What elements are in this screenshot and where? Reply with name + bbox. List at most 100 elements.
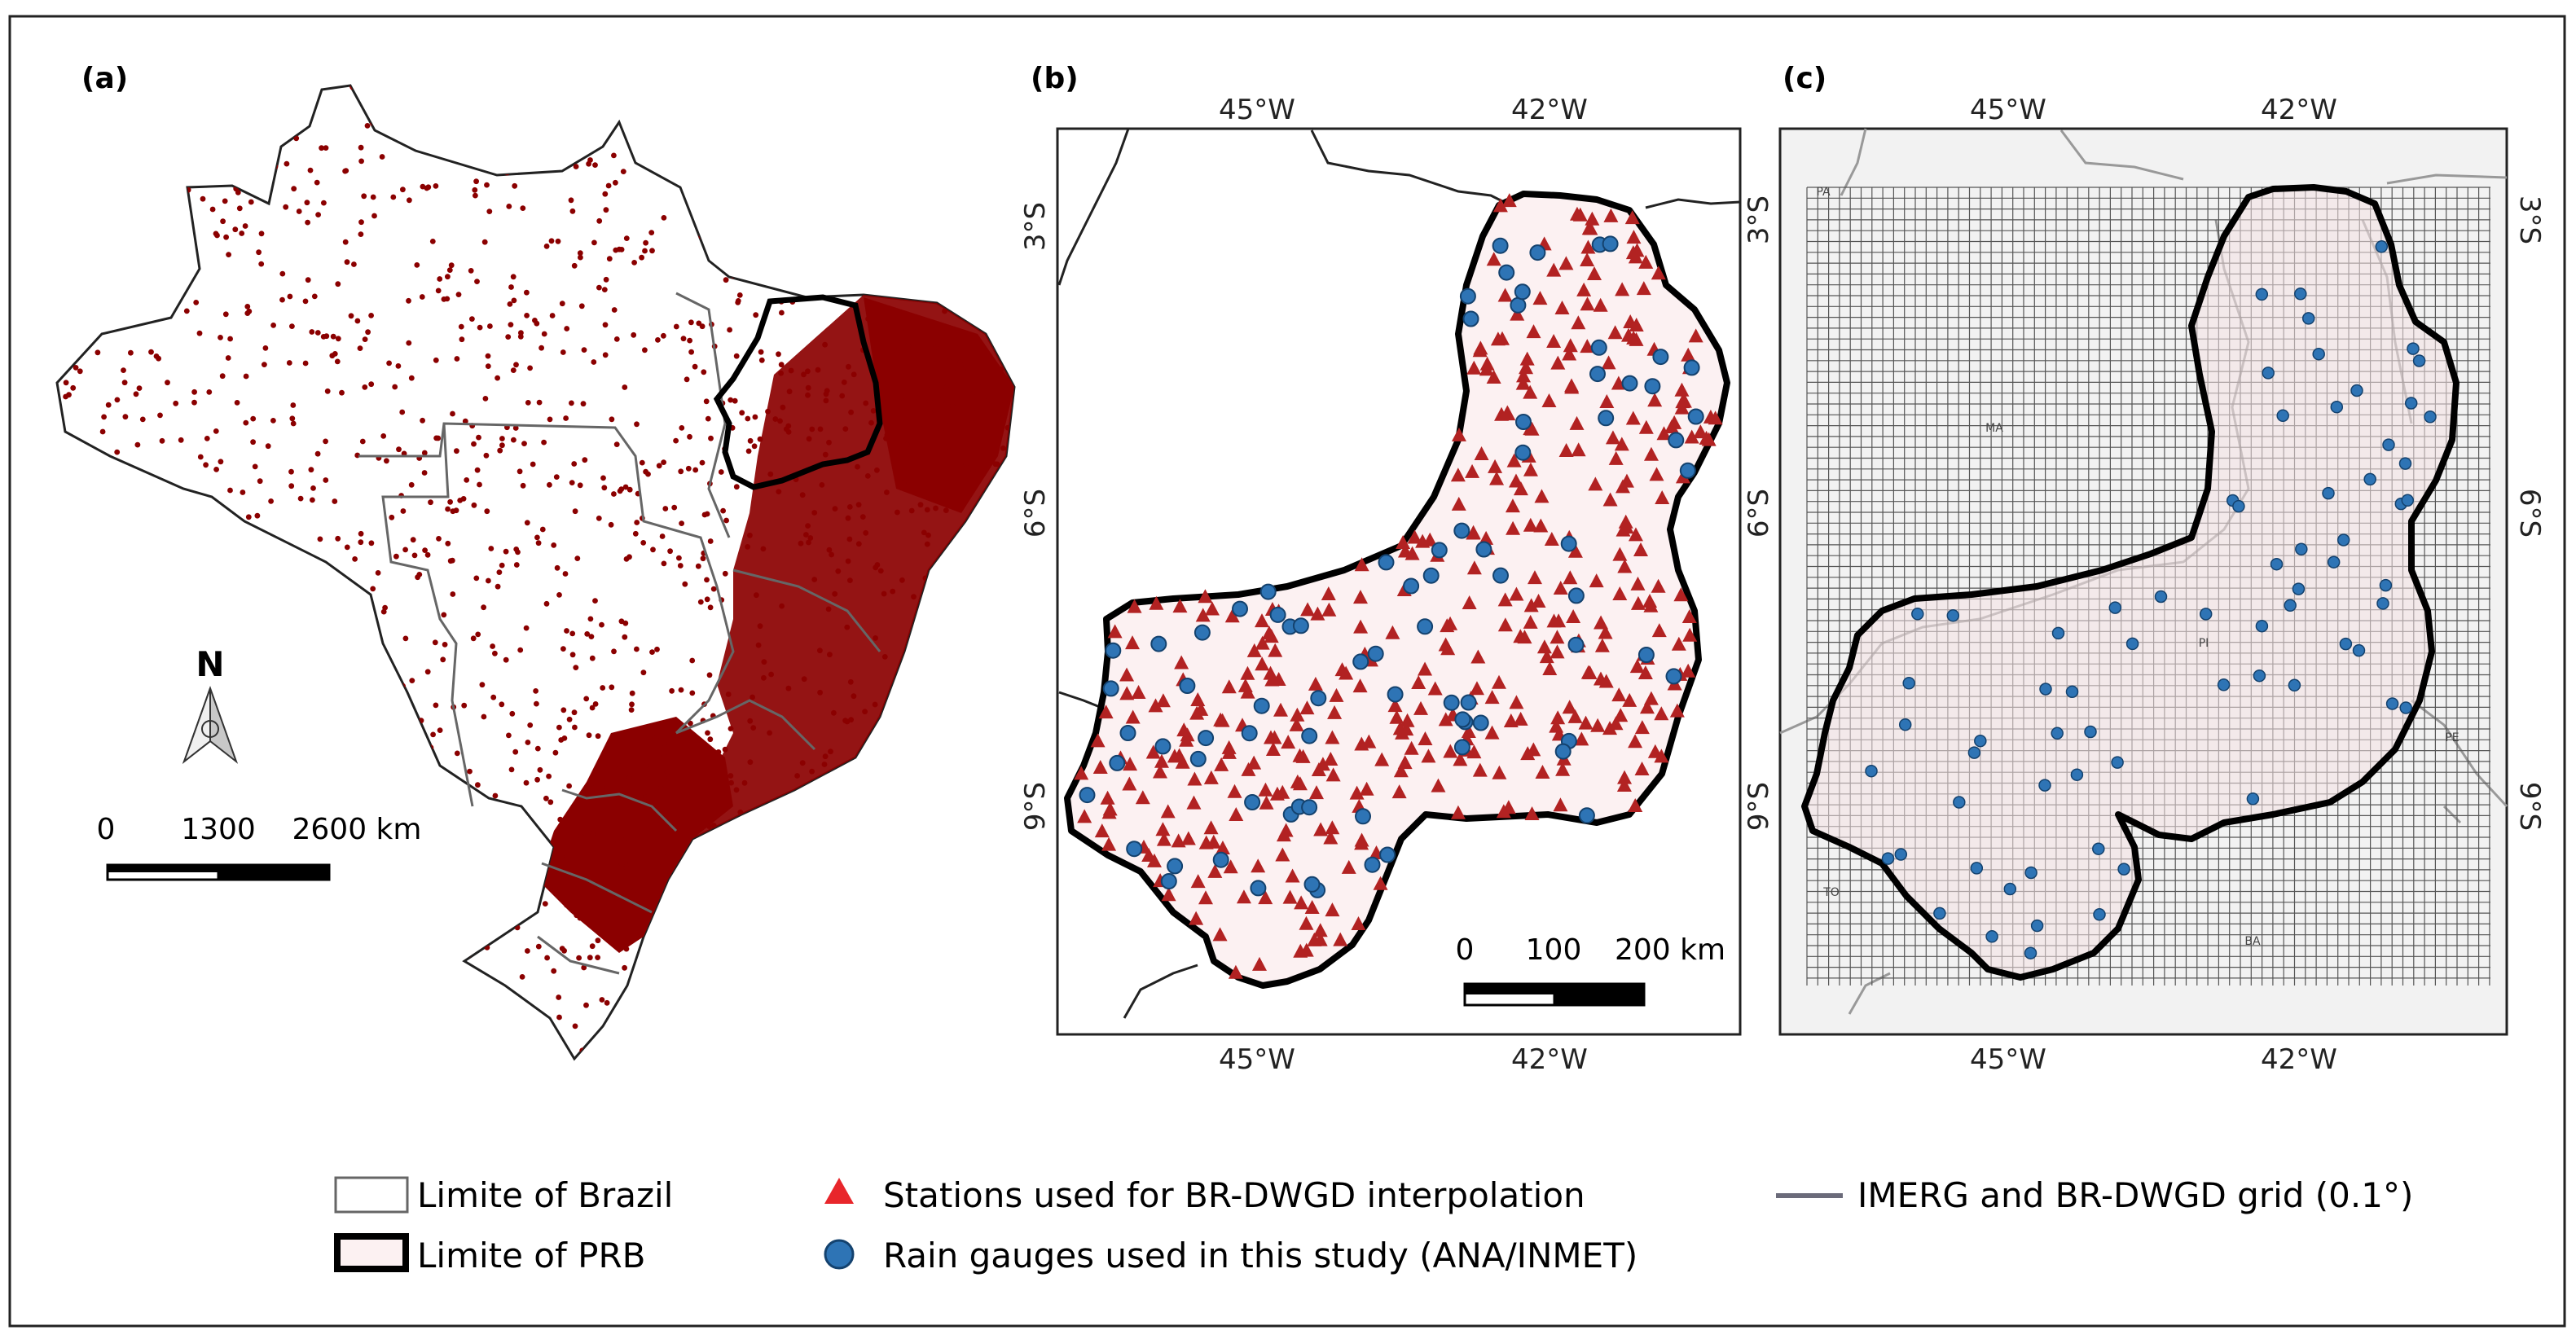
- station-dot: [596, 284, 602, 291]
- station-dot: [657, 785, 664, 791]
- station-triangle: [1246, 643, 1262, 657]
- station-triangle: [1497, 288, 1513, 302]
- rain-gauge: [2232, 499, 2245, 513]
- station-triangle: [1327, 705, 1343, 719]
- station-dot: [573, 665, 579, 670]
- station-dot: [643, 794, 648, 800]
- station-triangle: [1619, 520, 1634, 534]
- rain-gauge: [1894, 848, 1908, 861]
- station-dot: [950, 367, 956, 372]
- station-dot: [485, 363, 491, 369]
- station-triangle: [1325, 730, 1340, 744]
- station-dot: [543, 600, 550, 607]
- station-dot: [604, 999, 610, 1006]
- station-dot: [441, 612, 447, 618]
- rain-gauge: [1462, 310, 1479, 327]
- station-dot: [884, 432, 890, 438]
- station-triangle: [1309, 785, 1325, 800]
- station-triangle: [1649, 467, 1664, 481]
- rain-gauge: [1232, 600, 1248, 617]
- station-dot: [556, 592, 562, 598]
- station-triangle: [1077, 809, 1092, 823]
- station-dot: [758, 357, 765, 363]
- station-triangle: [1569, 206, 1585, 221]
- rain-gauge: [2217, 678, 2231, 691]
- station-dot: [572, 724, 578, 731]
- station-dot: [783, 426, 789, 432]
- station-dot: [872, 701, 878, 708]
- station-dot: [309, 329, 315, 335]
- station-dot: [761, 659, 767, 665]
- station-triangle: [1682, 627, 1698, 642]
- station-dot: [459, 336, 465, 343]
- station-dot: [650, 547, 656, 553]
- station-dot: [225, 355, 231, 361]
- station-dot: [319, 145, 324, 151]
- station-triangle: [1619, 473, 1634, 488]
- station-triangle: [1400, 713, 1415, 727]
- station-dot: [433, 183, 439, 189]
- station-dot: [99, 428, 106, 435]
- station-dot: [370, 586, 376, 592]
- station-dot: [389, 514, 395, 520]
- station-dot: [881, 590, 887, 597]
- station-dot: [574, 912, 580, 919]
- station-dot: [605, 182, 612, 189]
- station-dot: [669, 687, 675, 694]
- station-dot: [602, 352, 609, 358]
- station-dot: [622, 919, 629, 925]
- rain-gauge: [1567, 587, 1585, 604]
- scale-bar-a: 0 1300 2600 km: [97, 813, 421, 881]
- station-triangle: [1255, 635, 1270, 650]
- station-dot: [705, 415, 711, 422]
- rain-gauge: [2255, 619, 2269, 633]
- legend-brazil-label: Limite of Brazil: [417, 1175, 673, 1215]
- station-triangle: [1531, 594, 1546, 608]
- station-dot: [368, 540, 375, 547]
- station-dot: [357, 345, 363, 351]
- station-triangle: [1625, 410, 1641, 425]
- station-dot: [613, 336, 620, 342]
- station-dot: [715, 749, 722, 755]
- station-dot: [384, 458, 389, 464]
- station-triangle: [1669, 703, 1685, 718]
- station-dot: [946, 358, 952, 364]
- rain-gauge: [2117, 863, 2130, 876]
- rain-gauge: [1683, 359, 1700, 376]
- rain-gauge: [2294, 288, 2307, 301]
- station-triangle: [1651, 266, 1666, 280]
- station-triangle: [1125, 709, 1141, 724]
- rain-gauge: [2301, 312, 2315, 325]
- station-triangle: [1397, 755, 1413, 770]
- station-triangle: [1523, 462, 1538, 476]
- station-triangle: [1484, 690, 1500, 705]
- station-dot: [777, 418, 783, 424]
- station-dot: [805, 384, 811, 391]
- station-triangle: [1341, 859, 1356, 874]
- station-triangle: [1258, 890, 1273, 905]
- station-dot: [547, 799, 554, 806]
- rain-gauge: [1364, 856, 1381, 873]
- station-triangle: [1593, 297, 1608, 312]
- station-triangle: [1325, 767, 1341, 782]
- station-dot: [753, 312, 759, 318]
- rain-gauge: [1985, 930, 1998, 943]
- station-dot: [929, 384, 935, 391]
- rain-gauge: [1652, 349, 1669, 366]
- station-dot: [572, 1023, 578, 1029]
- station-dot: [799, 760, 806, 766]
- station-dot: [679, 425, 685, 431]
- station-dot: [689, 690, 696, 696]
- station-triangle: [1616, 778, 1632, 792]
- rain-gauge: [1554, 743, 1572, 760]
- c-lon-top-42: 42°W: [2261, 94, 2337, 126]
- rain-gauge: [1198, 730, 1215, 747]
- station-dot: [845, 558, 851, 564]
- station-dot: [832, 590, 838, 597]
- station-triangle: [1190, 692, 1206, 707]
- station-dot: [527, 365, 533, 371]
- station-dot: [348, 313, 354, 319]
- station-dot: [632, 530, 639, 537]
- station-dot: [218, 459, 224, 465]
- station-dot: [335, 336, 341, 342]
